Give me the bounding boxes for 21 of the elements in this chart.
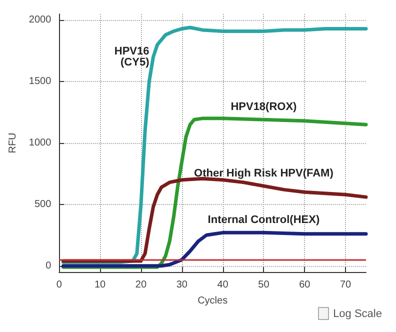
y-axis-title: RFU (8, 132, 18, 154)
series-label: Other High Risk HPV(FAM) (194, 168, 334, 180)
y-tick-label: 1000 (28, 138, 52, 148)
line-series (61, 230, 368, 268)
x-axis-title: Cycles (198, 296, 228, 306)
series-label: HPV16 (CY5) (114, 46, 150, 68)
x-tick-label: 10 (94, 280, 106, 290)
y-tick-label: 2000 (28, 14, 52, 26)
y-tick-label: 0 (46, 260, 52, 272)
x-tick-label: 0 (56, 280, 62, 290)
x-tick-label: 40 (217, 280, 229, 290)
series-label: Internal Control(HEX) (208, 214, 320, 226)
x-tick-label: 50 (258, 280, 270, 290)
x-tick-label: 60 (299, 280, 311, 290)
x-tick-label: 20 (135, 280, 147, 290)
text: Log Scale (333, 308, 382, 320)
x-tick-label: 70 (340, 280, 352, 290)
series-label: HPV18(ROX) (230, 101, 298, 114)
y-tick-label: 1500 (28, 76, 52, 88)
x-tick-label: 30 (176, 280, 188, 290)
y-tick-label: 500 (34, 198, 52, 210)
